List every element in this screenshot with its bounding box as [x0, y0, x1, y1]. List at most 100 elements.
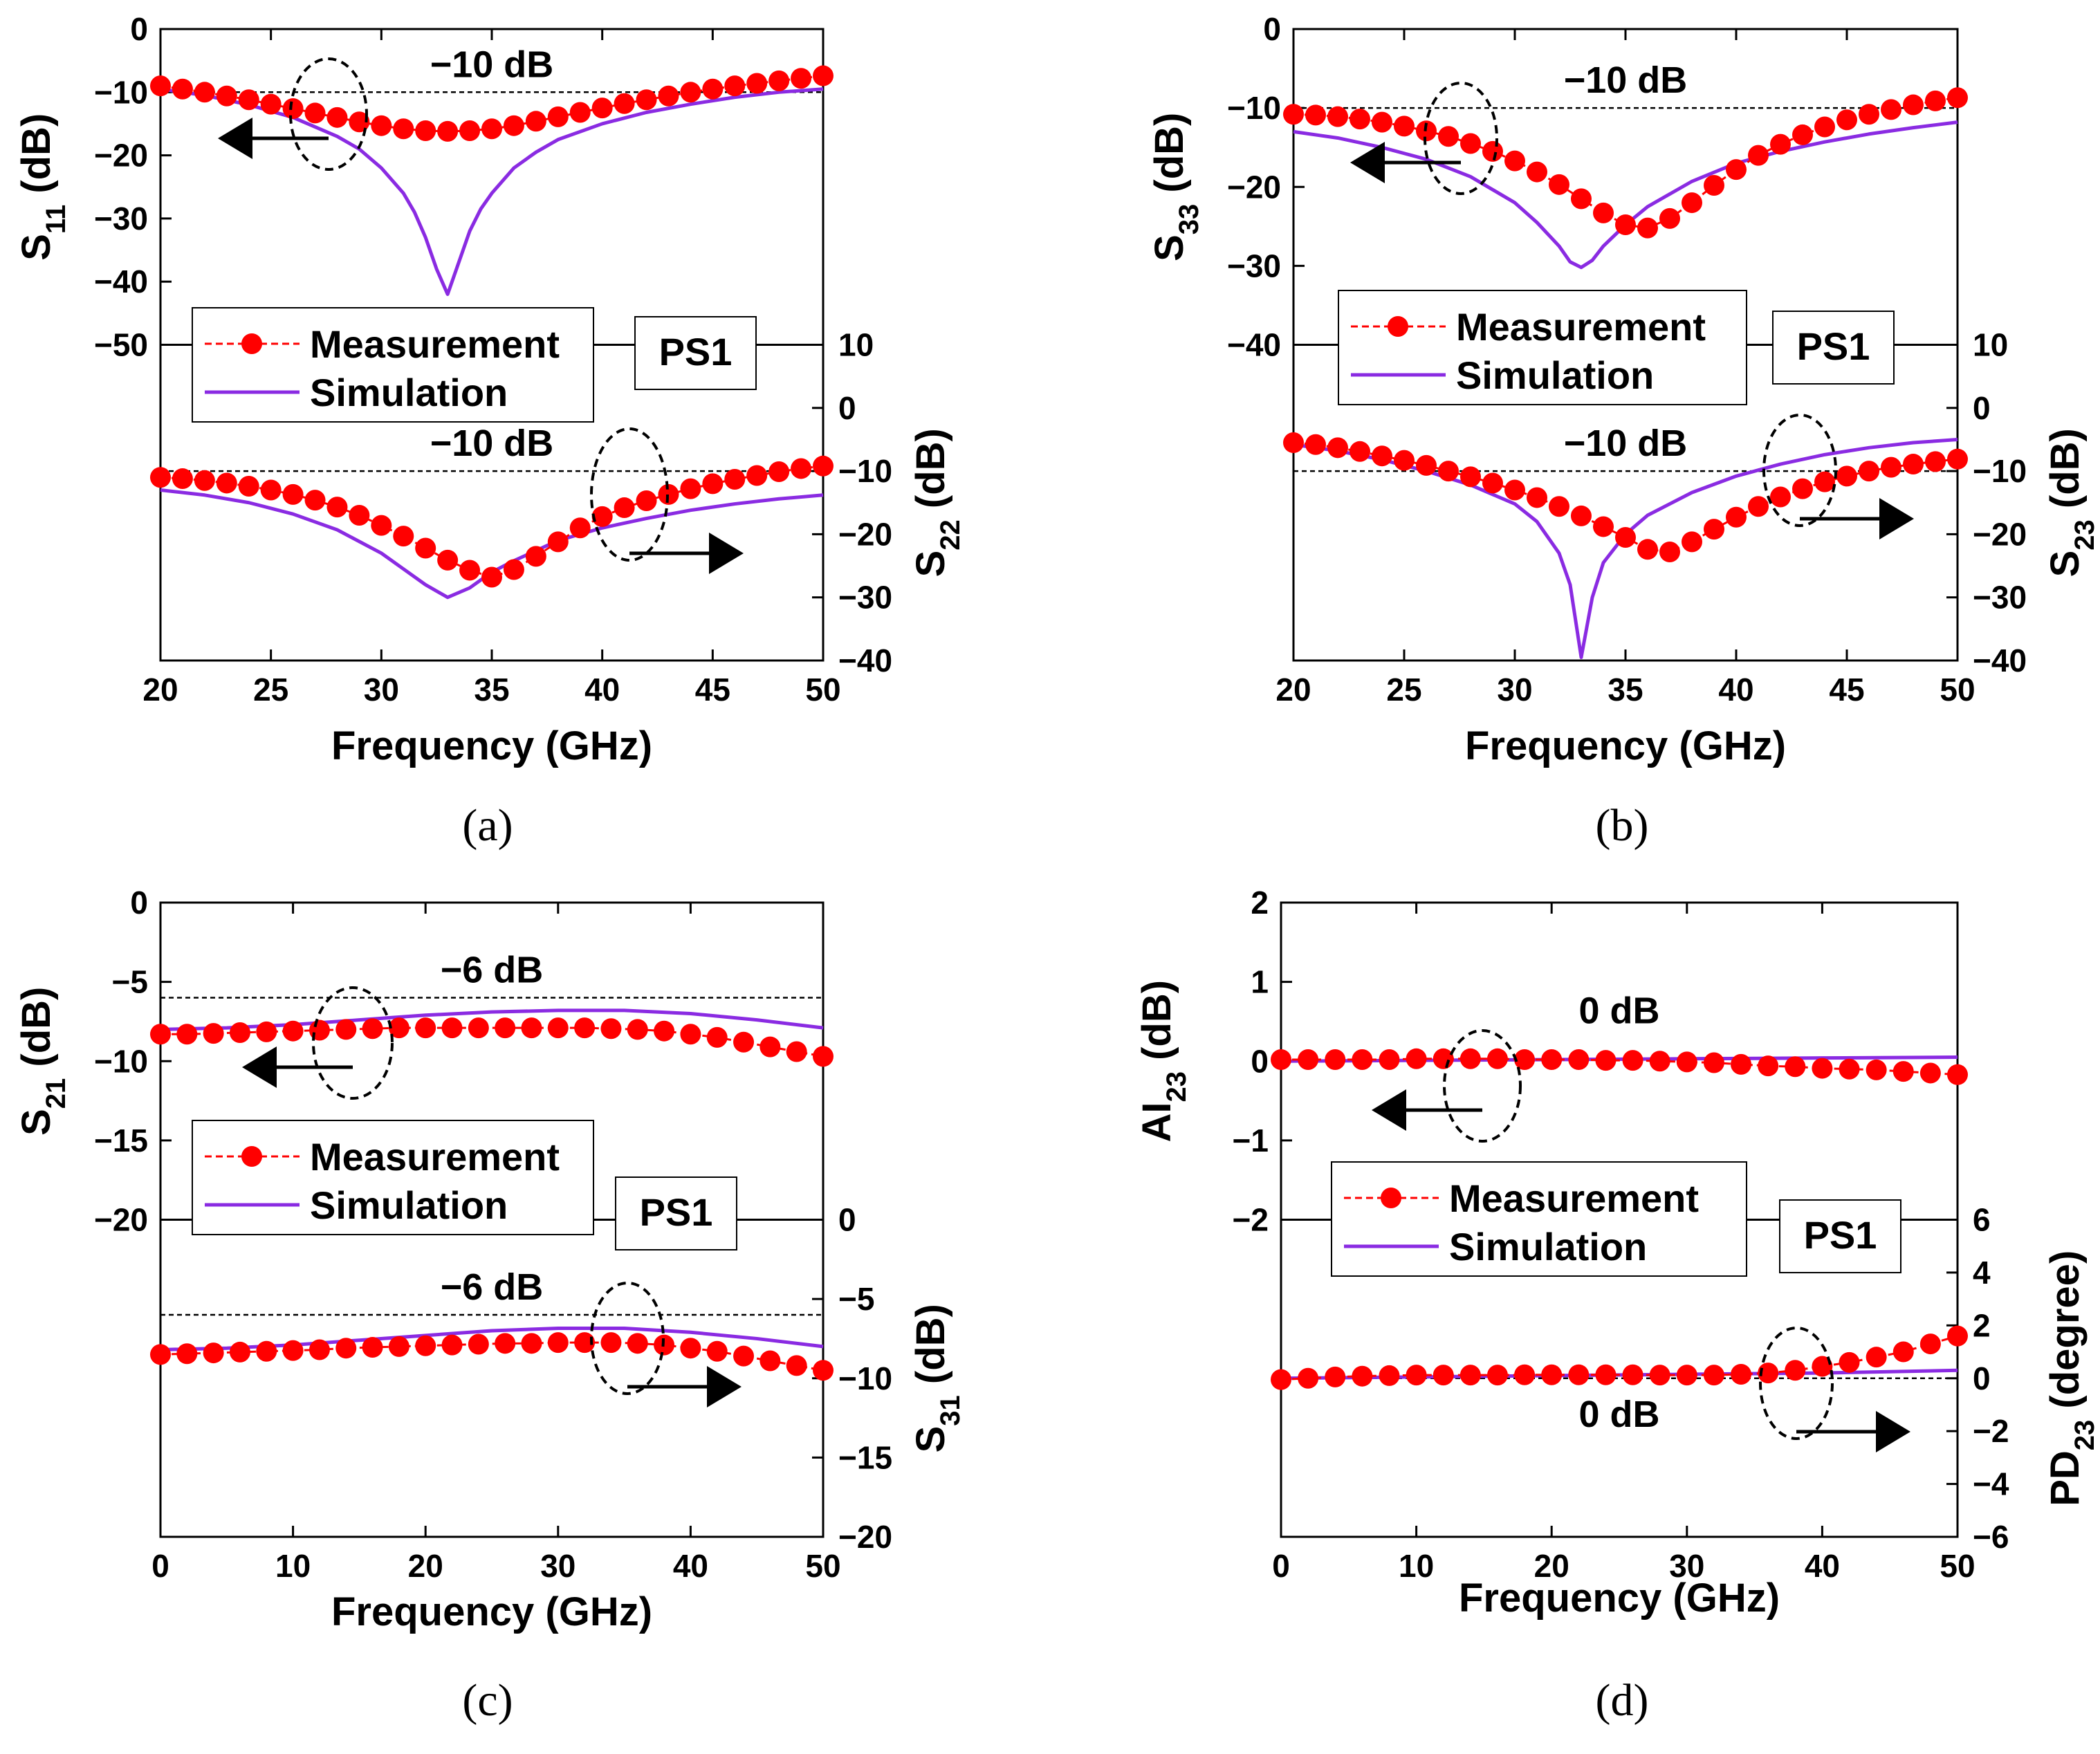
panel-label: (c): [462, 1675, 513, 1726]
measurement-point: [481, 566, 502, 588]
y-axis-title-sub: 23: [2070, 1420, 2100, 1451]
series-ellipse-bottom: [590, 427, 669, 562]
y-tick-label: −2: [1233, 1202, 1269, 1238]
measurement-point: [1433, 1365, 1454, 1386]
y-axis-title-sub: 22: [935, 519, 966, 551]
measurement-point: [1659, 541, 1680, 562]
measurement-point: [1394, 116, 1415, 137]
measurement-point: [1703, 1052, 1724, 1073]
arrow-right-icon: [709, 533, 744, 574]
reference-label: −10 dB: [430, 423, 554, 464]
chart-panel-c: 0 10 20 30 40 50 Frequency (GHz) (c) 0 −5 −10 −15 −2…: [14, 885, 966, 1726]
measurement-point: [706, 1026, 728, 1048]
measurement-point: [547, 1332, 569, 1354]
measurement-point: [1859, 104, 1879, 125]
measurement-point: [591, 506, 613, 527]
y-tick-label: 10: [838, 327, 874, 363]
measurement-point: [194, 470, 215, 491]
top-subplot: 0 −5 −10 −15 −20 S21 (dB) −6 dB: [14, 885, 833, 1238]
measurement-point: [304, 102, 326, 124]
measurement-point: [1676, 1051, 1697, 1073]
y-tick-label: −20: [1973, 516, 2027, 552]
y-tick-label: 0: [838, 390, 856, 426]
measurement-point: [521, 1017, 542, 1039]
measurement-point: [1271, 1049, 1291, 1070]
legend-measurement-marker: [1381, 1188, 1401, 1208]
measurement-point: [1327, 106, 1348, 127]
bottom-subplot: 10 0 −10 −20 −30 −40 S23 (dB) −10 dB: [1283, 327, 2100, 678]
measurement-point: [1770, 133, 1791, 155]
measurement-point: [1438, 461, 1459, 482]
measurement-point: [481, 118, 502, 140]
measurement-point: [256, 1340, 277, 1362]
legend-box: [192, 1120, 594, 1235]
series-ellipse-top: [1424, 82, 1498, 195]
y-tick-label: 4: [1973, 1255, 1991, 1291]
measurement-point: [503, 115, 524, 136]
measurement-point: [791, 458, 812, 479]
ps1-tag-label: PS1: [1804, 1213, 1877, 1257]
y-tick-label: 1: [1251, 964, 1269, 1000]
measurement-point: [636, 490, 657, 512]
measurement-point: [658, 85, 679, 107]
y-axis-title: AI23 (dB): [1134, 980, 1192, 1143]
legend-measurement-marker: [241, 333, 262, 354]
series-ellipse-bottom: [1762, 414, 1837, 527]
measurement-point: [1593, 202, 1614, 223]
reference-label: 0 dB: [1578, 1394, 1659, 1435]
measurement-point: [1881, 99, 1901, 120]
legend-measurement-label: Measurement: [310, 322, 560, 366]
legend-measurement-label: Measurement: [310, 1135, 560, 1179]
measurement-point: [1785, 1360, 1806, 1381]
panel-label: (d): [1596, 1675, 1649, 1726]
x-tick-label: 40: [1805, 1548, 1840, 1584]
chart-panel-a: 20 25 30 35 40 45 50 Frequency (GHz) (a) 0 −10 −20 −…: [14, 11, 966, 851]
x-tick-label: 35: [1608, 672, 1643, 708]
y-axis-title-main: S: [1147, 234, 1192, 261]
measurement-point: [393, 118, 414, 140]
measurement-point: [1352, 1365, 1373, 1387]
y-tick-label: −2: [1973, 1413, 2009, 1449]
y-tick-label: −30: [94, 201, 148, 237]
measurement-point: [1770, 486, 1791, 508]
y-tick-label: −20: [1227, 169, 1281, 205]
measurement-point: [813, 455, 833, 477]
measurement-point: [1482, 472, 1503, 494]
legend-measurement-marker: [241, 1146, 262, 1167]
measurement-point: [459, 120, 481, 141]
y-axis-title-unit: (dB): [2043, 428, 2088, 519]
measurement-point: [1676, 1365, 1697, 1386]
measurement-point: [282, 483, 304, 505]
measurement-point: [525, 111, 546, 132]
legend-measurement-marker: [1388, 316, 1408, 337]
measurement-point: [1649, 1365, 1670, 1386]
measurement-point: [1748, 145, 1769, 166]
y-tick-label: 0: [130, 11, 148, 47]
measurement-point: [1892, 1341, 1914, 1363]
measurement-point: [1416, 454, 1437, 476]
measurement-point: [1637, 539, 1658, 560]
y-tick-label: 0: [838, 1202, 856, 1238]
arrow-left-icon: [1350, 142, 1385, 183]
measurement-point: [1919, 1062, 1941, 1084]
series-ellipse-top: [1443, 1029, 1522, 1143]
measurement-point: [1758, 1055, 1779, 1077]
y-tick-label: −20: [94, 138, 148, 174]
measurement-point: [388, 1017, 409, 1039]
panel-label: (b): [1596, 800, 1649, 851]
measurement-point: [1814, 471, 1835, 492]
measurement-point: [335, 1019, 357, 1040]
measurement-point: [1615, 526, 1636, 548]
measurement-point: [1704, 519, 1724, 540]
y-axis-title-unit: (dB): [908, 1304, 953, 1395]
measurement-point: [1327, 437, 1348, 459]
measurement-point: [813, 1046, 833, 1067]
measurement-point: [1748, 496, 1769, 517]
measurement-point: [759, 1036, 781, 1058]
y-axis-title-main: S: [908, 1426, 953, 1453]
y-axis-title: S21 (dB): [14, 987, 71, 1136]
measurement-point: [1814, 116, 1835, 138]
measurement-point: [437, 120, 459, 142]
